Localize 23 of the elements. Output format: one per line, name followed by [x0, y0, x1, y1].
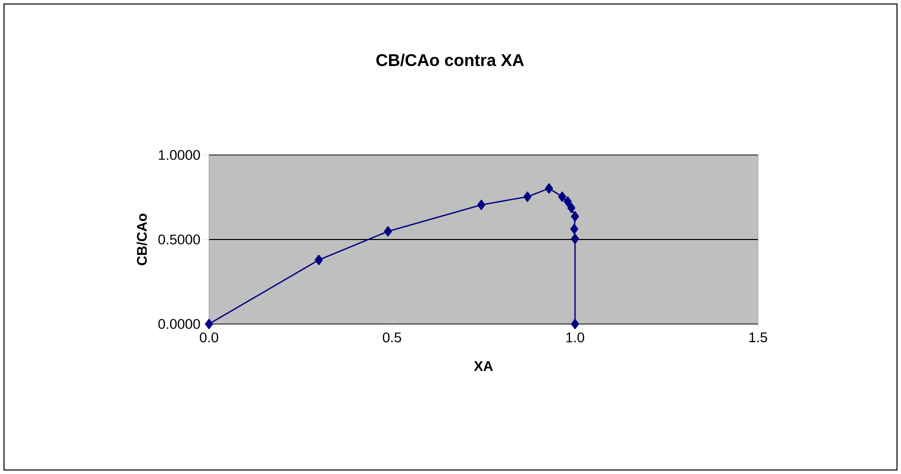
point: [204, 318, 214, 330]
point: [523, 192, 532, 202]
point: [564, 196, 572, 207]
chart-title: CB/CAo contra XA: [376, 54, 524, 66]
y-tick-label: 0.5000: [158, 234, 200, 244]
point: [570, 234, 580, 244]
x-axis-title: XA: [474, 361, 493, 371]
x-tick-label: 0.5: [382, 332, 402, 342]
y-tick-label: 0.0000: [158, 319, 200, 329]
point: [384, 226, 392, 237]
point: [570, 318, 580, 330]
x-tick-label: 0.0: [200, 332, 218, 342]
x-tick-label: 1.0: [566, 332, 584, 342]
point: [558, 192, 566, 202]
point: [314, 254, 323, 266]
point: [570, 211, 580, 222]
point: [477, 200, 486, 210]
x-tick-label: 1.5: [749, 332, 768, 342]
y-tick-label: 1.0000: [158, 150, 200, 160]
point: [545, 183, 554, 194]
y-axis-title: CB/CAo: [136, 214, 147, 266]
point: [567, 202, 576, 214]
point: [570, 224, 578, 234]
